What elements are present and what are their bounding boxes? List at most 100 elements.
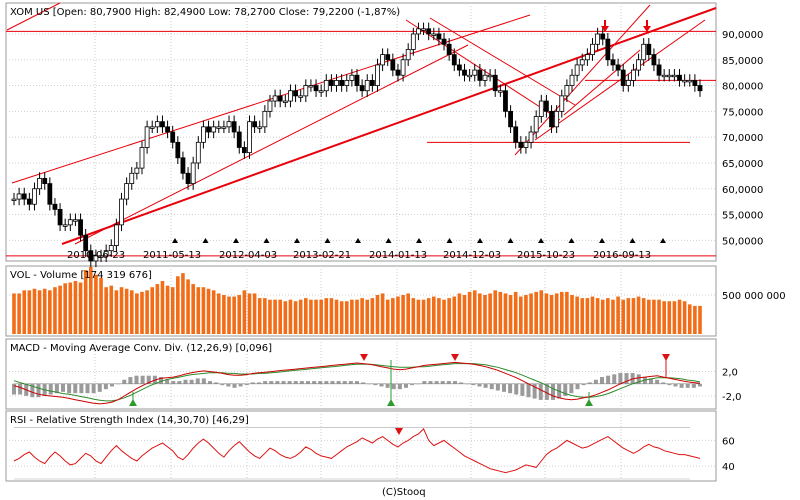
volume-bar	[370, 298, 375, 334]
macd-histogram-bar	[618, 373, 623, 384]
macd-histogram-bar	[201, 378, 206, 384]
volume-bar	[457, 293, 462, 334]
volume-bar	[652, 299, 656, 334]
macd-histogram-bar	[48, 383, 53, 395]
volume-bar	[191, 284, 195, 334]
macd-buy-signal-marker	[585, 399, 593, 406]
macd-histogram-bar	[508, 383, 513, 394]
volume-bar	[252, 293, 257, 334]
candle-body	[282, 100, 288, 103]
volume-bar	[365, 299, 370, 334]
macd-histogram-bar	[281, 381, 286, 384]
x-tick-label: 2015-10-23	[517, 250, 575, 261]
candle-body	[241, 147, 247, 154]
event-marker-up	[385, 238, 392, 243]
candle-body	[549, 110, 554, 128]
candle-body	[451, 54, 457, 66]
candle-body	[441, 38, 447, 45]
macd-lines	[12, 354, 702, 406]
volume-bar	[227, 296, 231, 334]
macd-histogram-bar	[446, 381, 451, 384]
candle-body	[359, 85, 365, 92]
volume-bar	[339, 301, 344, 334]
volume-bar	[426, 298, 431, 334]
macd-histogram-bar	[691, 383, 696, 388]
macd-histogram-bar	[422, 381, 427, 384]
price-y-tick-label: 80,0000	[722, 82, 763, 93]
volume-bar	[135, 293, 139, 334]
macd-histogram-bar	[275, 381, 280, 384]
volume-bar	[616, 296, 620, 334]
volume-bar	[621, 299, 626, 334]
volume-bar	[529, 293, 533, 334]
volume-bar	[549, 295, 554, 334]
candle-body	[288, 90, 293, 102]
macd-histogram-bar	[612, 374, 617, 384]
volume-bar	[687, 304, 692, 334]
candle-body	[11, 198, 17, 201]
candle-body	[528, 131, 534, 143]
macd-histogram-bar	[171, 381, 176, 384]
volume-bar	[472, 290, 477, 334]
macd-line	[13, 361, 701, 405]
volume-bar	[63, 283, 67, 334]
macd-histogram-bar	[208, 381, 212, 384]
macd-histogram-bar	[532, 383, 537, 399]
volume-bar	[682, 301, 687, 334]
macd-histogram-bar	[667, 383, 672, 386]
macd-histogram-bar	[606, 375, 611, 384]
candle-body	[436, 33, 442, 40]
volume-bar	[488, 293, 492, 334]
diagonal-trend-line	[429, 17, 576, 106]
volume-bar	[611, 299, 615, 334]
x-tick-label: 2014-01-13	[369, 250, 427, 261]
candle-body	[375, 64, 380, 86]
volume-bar	[293, 301, 298, 334]
rsi-panel	[5, 410, 717, 482]
candle-body	[538, 100, 544, 117]
candle-body	[231, 121, 237, 133]
candle-body	[615, 64, 621, 71]
macd-histogram-bar	[195, 378, 200, 384]
volume-bar	[462, 295, 467, 334]
candle-body	[600, 33, 606, 40]
volume-bar	[181, 273, 185, 334]
volume-bar	[391, 298, 395, 334]
candle-body	[329, 80, 334, 86]
candle-body	[252, 121, 258, 128]
diagonal-trend-line	[6, 2, 61, 31]
macd-buy-signal-marker	[129, 399, 137, 406]
candle-body	[221, 126, 227, 129]
volume-bar	[324, 298, 329, 334]
volume-bar	[350, 299, 354, 334]
volume-bar	[88, 266, 93, 334]
candle-body	[595, 33, 601, 45]
price-y-tick-label: 50,0000	[722, 236, 763, 247]
volume-bar	[314, 299, 318, 334]
candle-body	[47, 183, 53, 205]
volume-bar	[242, 290, 247, 334]
volume-bar	[559, 291, 564, 334]
volume-bar	[68, 282, 73, 334]
macd-histogram-bar	[183, 379, 188, 384]
volume-bar	[565, 291, 569, 334]
candle-body	[323, 80, 329, 92]
volume-bar	[513, 291, 518, 334]
macd-histogram-bar	[189, 379, 194, 384]
candle-body	[574, 64, 580, 76]
macd-histogram-bar	[146, 375, 151, 384]
volume-bar	[42, 288, 47, 334]
macd-histogram-bar	[373, 383, 378, 386]
macd-y-tick-label: 2,0	[722, 368, 738, 379]
volume-bar	[196, 287, 201, 334]
volume-bar	[657, 299, 661, 334]
candle-body	[559, 95, 565, 112]
macd-histogram-bar	[465, 383, 470, 385]
volume-bar	[662, 301, 666, 334]
macd-histogram-bar	[110, 383, 114, 387]
price-y-tick-label: 60,0000	[722, 185, 763, 196]
candle-body	[697, 85, 703, 92]
candle-body	[554, 110, 560, 128]
macd-histogram-bar	[502, 383, 506, 392]
